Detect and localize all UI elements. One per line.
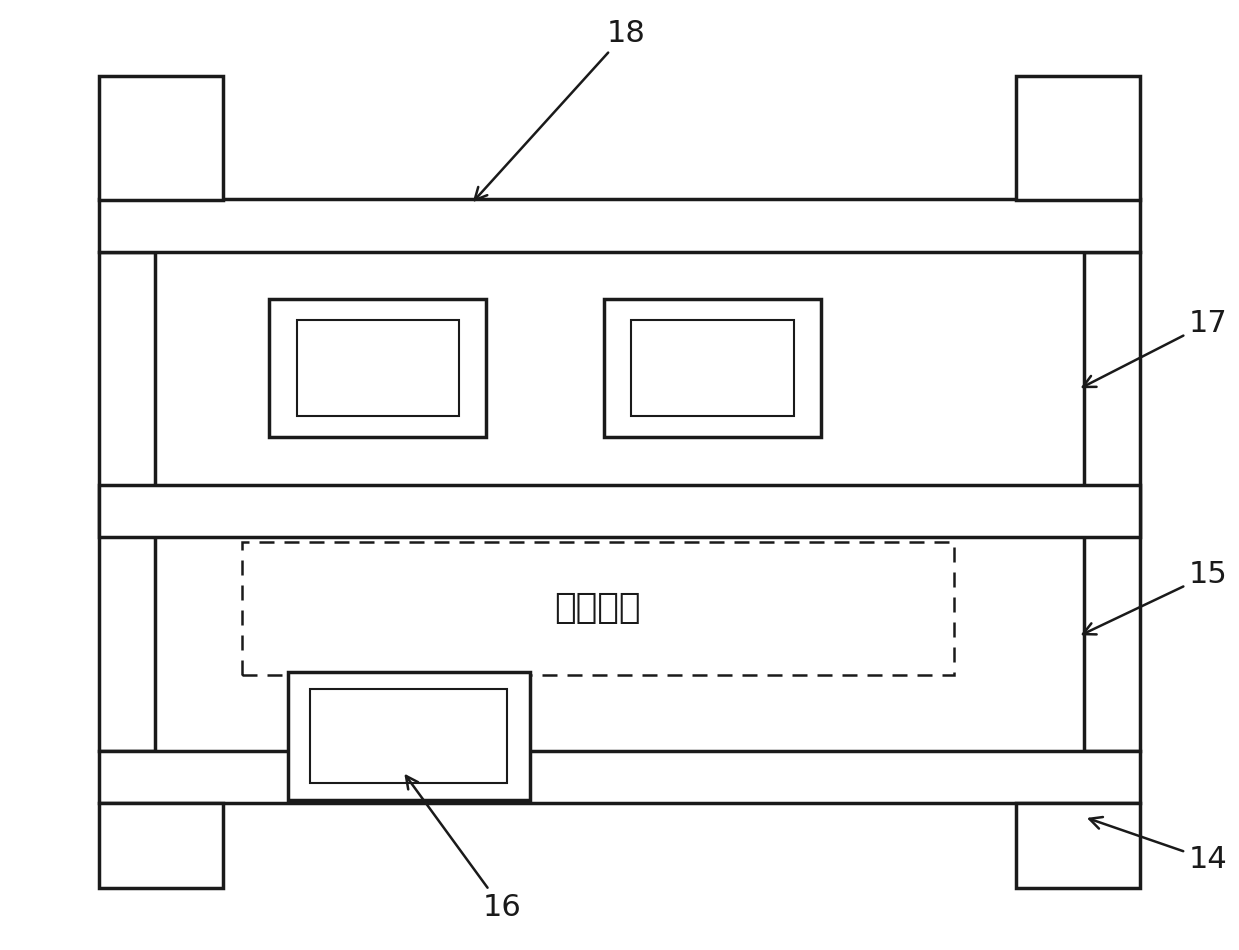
Bar	[310, 690, 508, 783]
Bar	[631, 320, 793, 416]
Bar	[99, 252, 155, 750]
Bar	[242, 542, 954, 674]
Bar	[297, 320, 458, 416]
Text: 14: 14	[1089, 817, 1228, 874]
Bar	[99, 803, 223, 888]
Bar	[287, 673, 529, 800]
Text: 15: 15	[1083, 560, 1228, 635]
Text: 18: 18	[475, 19, 646, 200]
Bar	[1016, 803, 1140, 888]
Bar	[99, 200, 1140, 252]
Bar	[270, 299, 486, 437]
Bar	[99, 484, 1140, 537]
Text: 成形系统: 成形系统	[555, 591, 641, 625]
Text: 16: 16	[406, 776, 522, 922]
Bar	[1084, 252, 1140, 750]
Bar	[99, 750, 1140, 803]
Bar	[99, 76, 223, 200]
Bar	[1016, 76, 1140, 200]
Bar	[603, 299, 820, 437]
Text: 17: 17	[1083, 309, 1228, 387]
